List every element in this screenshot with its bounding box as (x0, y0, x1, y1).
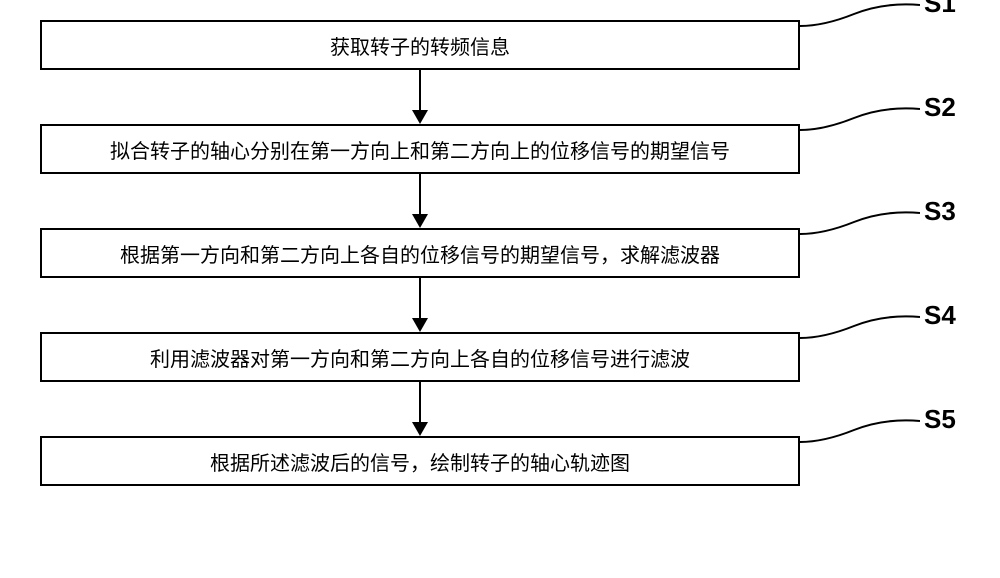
flow-arrow (405, 278, 435, 332)
flow-step-text: 根据所述滤波后的信号，绘制转子的轴心轨迹图 (210, 447, 630, 476)
flow-step-label: S2 (924, 92, 956, 123)
flow-step-label: S5 (924, 404, 956, 435)
flow-step-label: S4 (924, 300, 956, 331)
flow-arrow (405, 382, 435, 436)
flow-step-box: 获取转子的转频信息 (40, 20, 800, 70)
flow-step-box: 拟合转子的轴心分别在第一方向上和第二方向上的位移信号的期望信号 (40, 124, 800, 174)
flow-step-box: 根据所述滤波后的信号，绘制转子的轴心轨迹图 (40, 436, 800, 486)
flow-arrow (405, 70, 435, 124)
flow-step-box: 利用滤波器对第一方向和第二方向上各自的位移信号进行滤波 (40, 332, 800, 382)
flow-step-text: 利用滤波器对第一方向和第二方向上各自的位移信号进行滤波 (150, 343, 690, 372)
flow-step-label: S1 (924, 0, 956, 19)
flow-step-box: 根据第一方向和第二方向上各自的位移信号的期望信号，求解滤波器 (40, 228, 800, 278)
callout-curve (800, 2, 920, 30)
callout-curve (800, 106, 920, 134)
flow-arrow (405, 174, 435, 228)
callout-curve (800, 210, 920, 238)
flow-step-label: S3 (924, 196, 956, 227)
callout-curve (800, 418, 920, 446)
flow-step-text: 获取转子的转频信息 (330, 31, 510, 60)
flow-step-text: 根据第一方向和第二方向上各自的位移信号的期望信号，求解滤波器 (120, 239, 720, 268)
callout-curve (800, 314, 920, 342)
flow-step-text: 拟合转子的轴心分别在第一方向上和第二方向上的位移信号的期望信号 (110, 135, 730, 164)
